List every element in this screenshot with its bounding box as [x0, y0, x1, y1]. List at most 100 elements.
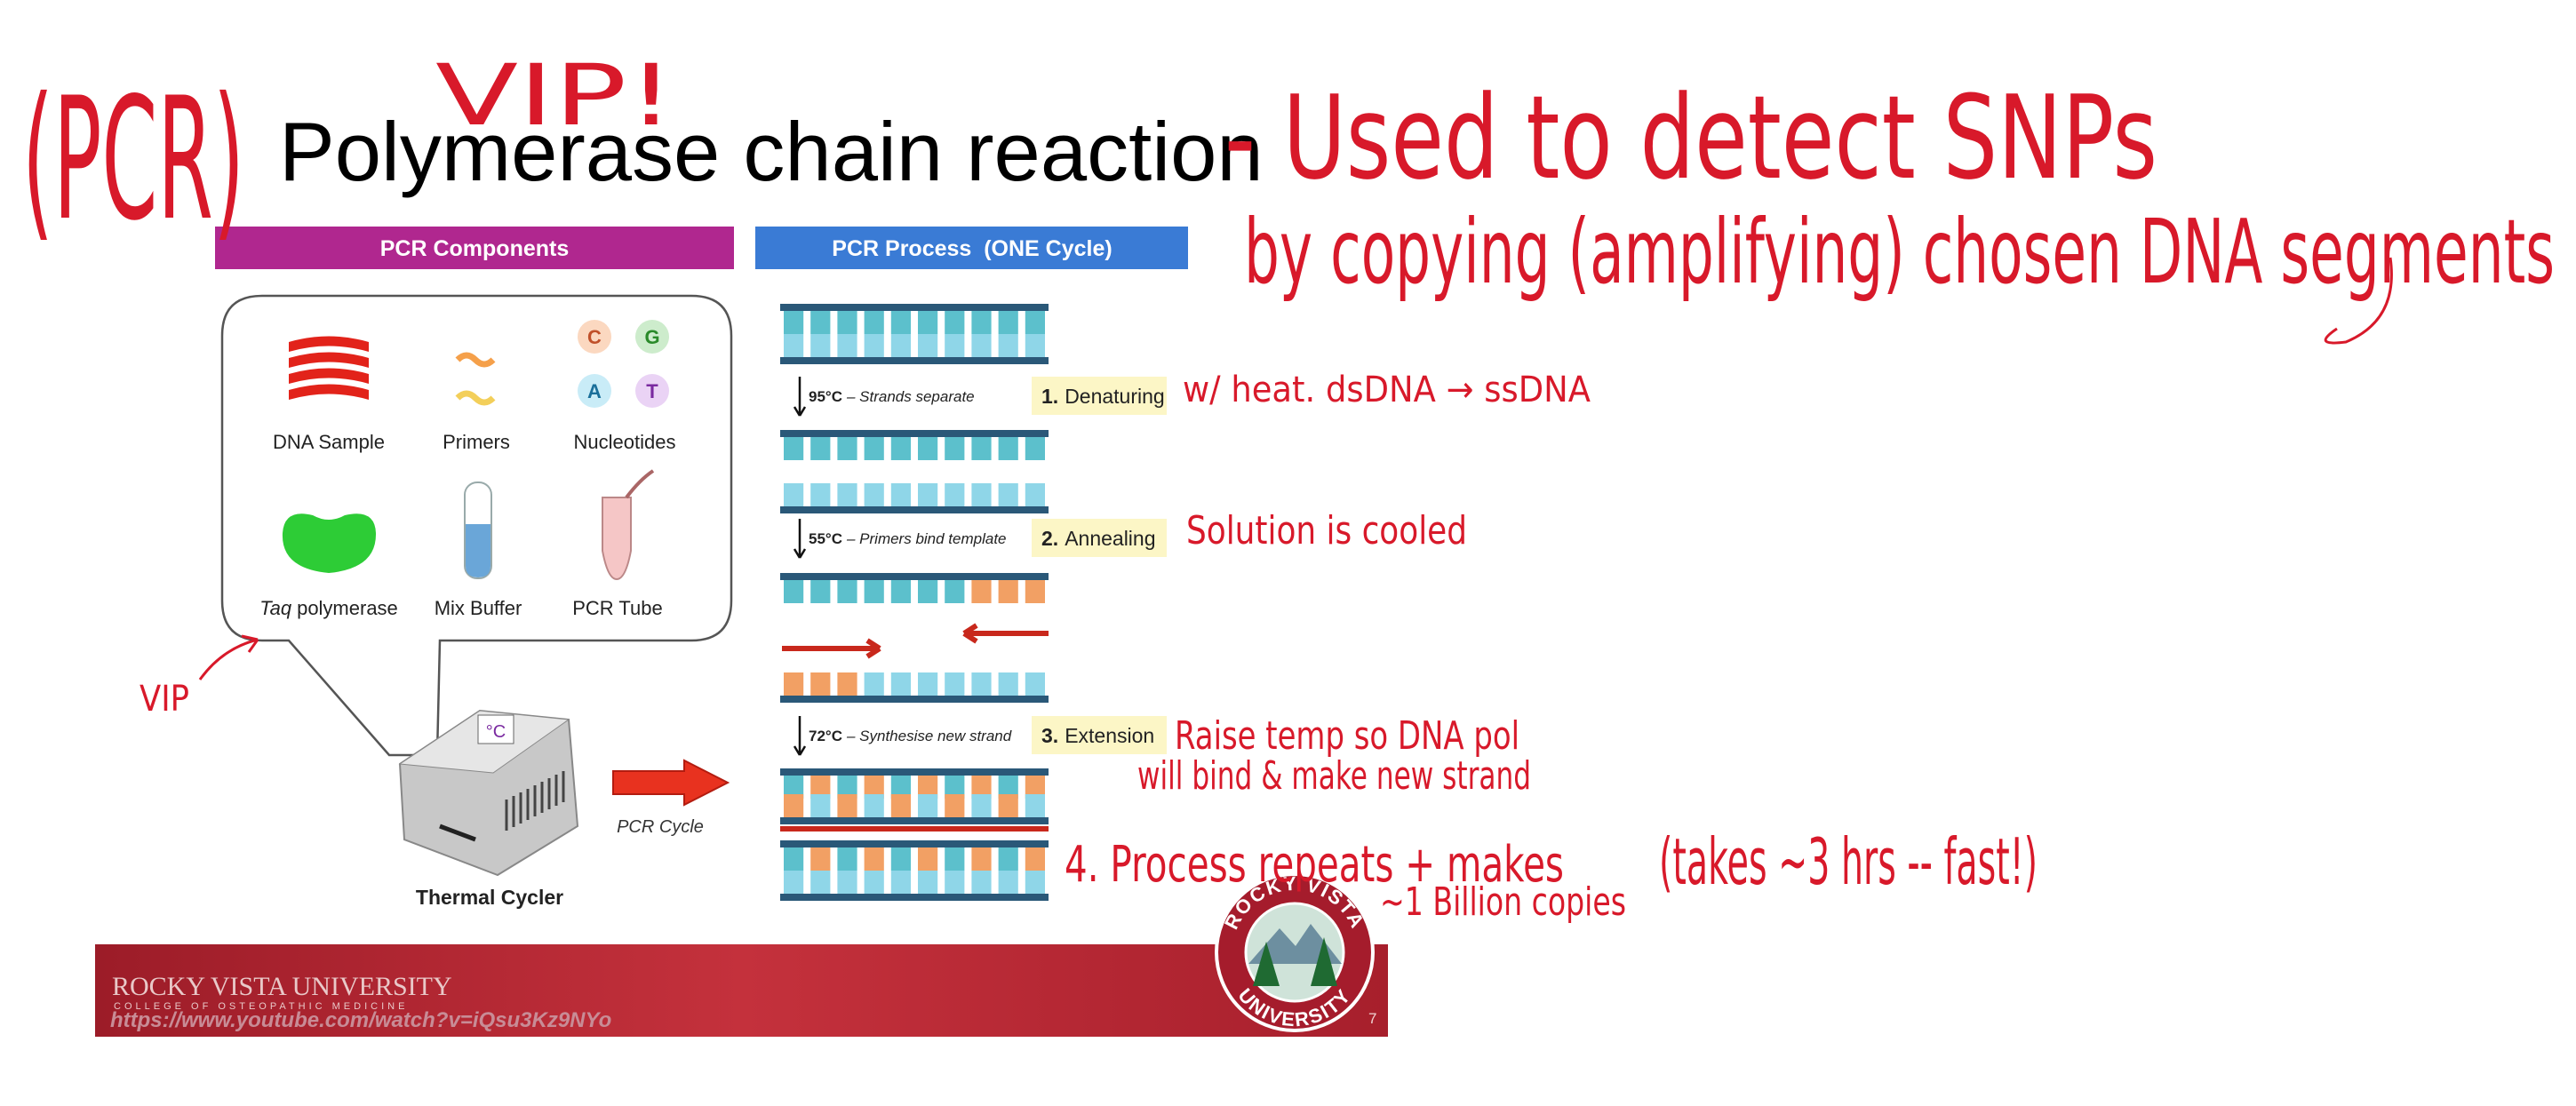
dna-base	[864, 580, 884, 603]
dna-base	[784, 483, 804, 506]
handwritten-note: (PCR)	[22, 61, 244, 258]
nucleotide-letter: A	[587, 380, 602, 402]
step-desc: – Strands separate	[846, 388, 975, 405]
dna-base	[971, 483, 992, 506]
step-arrow	[793, 716, 807, 756]
dna-base	[945, 483, 965, 506]
dna-backbone	[780, 817, 1049, 824]
dna-base	[918, 871, 938, 894]
taq-icon	[282, 513, 377, 573]
dna-base	[971, 776, 992, 799]
component-label: PCR Tube	[572, 597, 663, 619]
dna-base	[945, 334, 965, 357]
dna-base	[918, 311, 938, 334]
cycler-display: °C	[486, 722, 506, 742]
dna-base	[971, 580, 992, 603]
dna-base	[784, 334, 804, 357]
primer-arrow	[962, 623, 1049, 644]
step-name: Extension	[1065, 724, 1154, 747]
dna-base	[837, 334, 857, 357]
dna-base	[998, 847, 1018, 871]
nucleotide-icon	[578, 374, 611, 408]
dna-base	[971, 794, 992, 817]
step-arrow	[793, 519, 807, 559]
dna-base	[945, 871, 965, 894]
handwritten-note: w/ heat. dsDNA → ssDNA	[1183, 370, 1591, 410]
step-name: Denaturing	[1065, 385, 1165, 408]
cycle-arrow-label: PCR Cycle	[617, 817, 704, 837]
dna-base	[971, 334, 992, 357]
dna-base	[864, 483, 884, 506]
dna-base	[890, 672, 911, 696]
dna-base	[945, 847, 965, 871]
dna-base	[971, 672, 992, 696]
dna-base	[1025, 334, 1045, 357]
dna-base	[784, 580, 804, 603]
dna-base	[945, 776, 965, 799]
component-label: Primers	[443, 431, 510, 453]
handwritten-note: VIP	[140, 679, 189, 720]
seal-mountain	[1248, 924, 1342, 964]
pcr-tube	[602, 497, 632, 581]
dna-backbone	[780, 696, 1049, 703]
step-label-box	[1032, 377, 1167, 415]
dna-base	[784, 437, 804, 460]
dna-base	[971, 847, 992, 871]
handwritten-note: will bind & make new strand	[1137, 753, 1531, 799]
dna-base	[810, 871, 831, 894]
dna-base	[945, 672, 965, 696]
new-strand	[780, 826, 1049, 831]
cycler-slot	[439, 824, 476, 842]
footer-url: https://www.youtube.com/watch?v=iQsu3Kz9…	[110, 1008, 611, 1032]
dna-base	[810, 311, 831, 334]
dna-base	[864, 871, 884, 894]
dna-base	[890, 311, 911, 334]
handwritten-note: - Used to detect SNPs	[1224, 70, 2157, 205]
dna-base	[1025, 871, 1045, 894]
pcr-tube-cap	[625, 469, 655, 499]
dna-base	[1025, 437, 1045, 460]
dna-base	[837, 672, 857, 696]
dna-base	[945, 580, 965, 603]
cycle-arrow	[612, 759, 730, 807]
cycler-label: Thermal Cycler	[416, 886, 563, 909]
dna-base	[998, 580, 1018, 603]
step-desc: – Synthesise new strand	[846, 728, 1012, 744]
process-header: PCR Process (ONE Cycle)	[832, 236, 1112, 261]
step-number: 3.	[1041, 724, 1058, 747]
dna-base	[784, 776, 804, 799]
footer-college: COLLEGE OF OSTEOPATHIC MEDICINE	[114, 1001, 408, 1012]
nucleotide-icon	[578, 320, 611, 354]
handwritten-note: ~1 Billion copies	[1380, 879, 1626, 925]
dna-backbone	[780, 304, 1049, 311]
handwritten-note: (takes ~3 hrs -- fast!)	[1659, 824, 2038, 899]
handwritten-note: Raise temp so DNA pol	[1175, 713, 1519, 759]
dna-base	[837, 311, 857, 334]
step-label-box	[1032, 519, 1167, 557]
dna-base	[1025, 483, 1045, 506]
component-label: DNA Sample	[273, 431, 385, 453]
dna-base	[998, 311, 1018, 334]
dna-base	[784, 672, 804, 696]
dna-backbone	[780, 430, 1049, 437]
handwritten-arrow	[198, 634, 259, 680]
dna-backbone	[780, 506, 1049, 513]
dna-base	[837, 776, 857, 799]
dna-base	[918, 776, 938, 799]
dna-base	[998, 334, 1018, 357]
dna-base	[1025, 847, 1045, 871]
dna-base	[784, 311, 804, 334]
step-temp: 95°C	[809, 388, 842, 405]
dna-base	[784, 871, 804, 894]
dna-base	[890, 871, 911, 894]
dna-base	[890, 437, 911, 460]
dna-base	[998, 672, 1018, 696]
dna-base	[890, 334, 911, 357]
dna-base	[837, 580, 857, 603]
buffer-liquid	[466, 524, 490, 577]
step-arrow	[793, 377, 807, 417]
component-label: Mix Buffer	[435, 597, 522, 619]
dna-base	[810, 334, 831, 357]
nucleotide-icon	[635, 374, 669, 408]
dna-base	[837, 847, 857, 871]
